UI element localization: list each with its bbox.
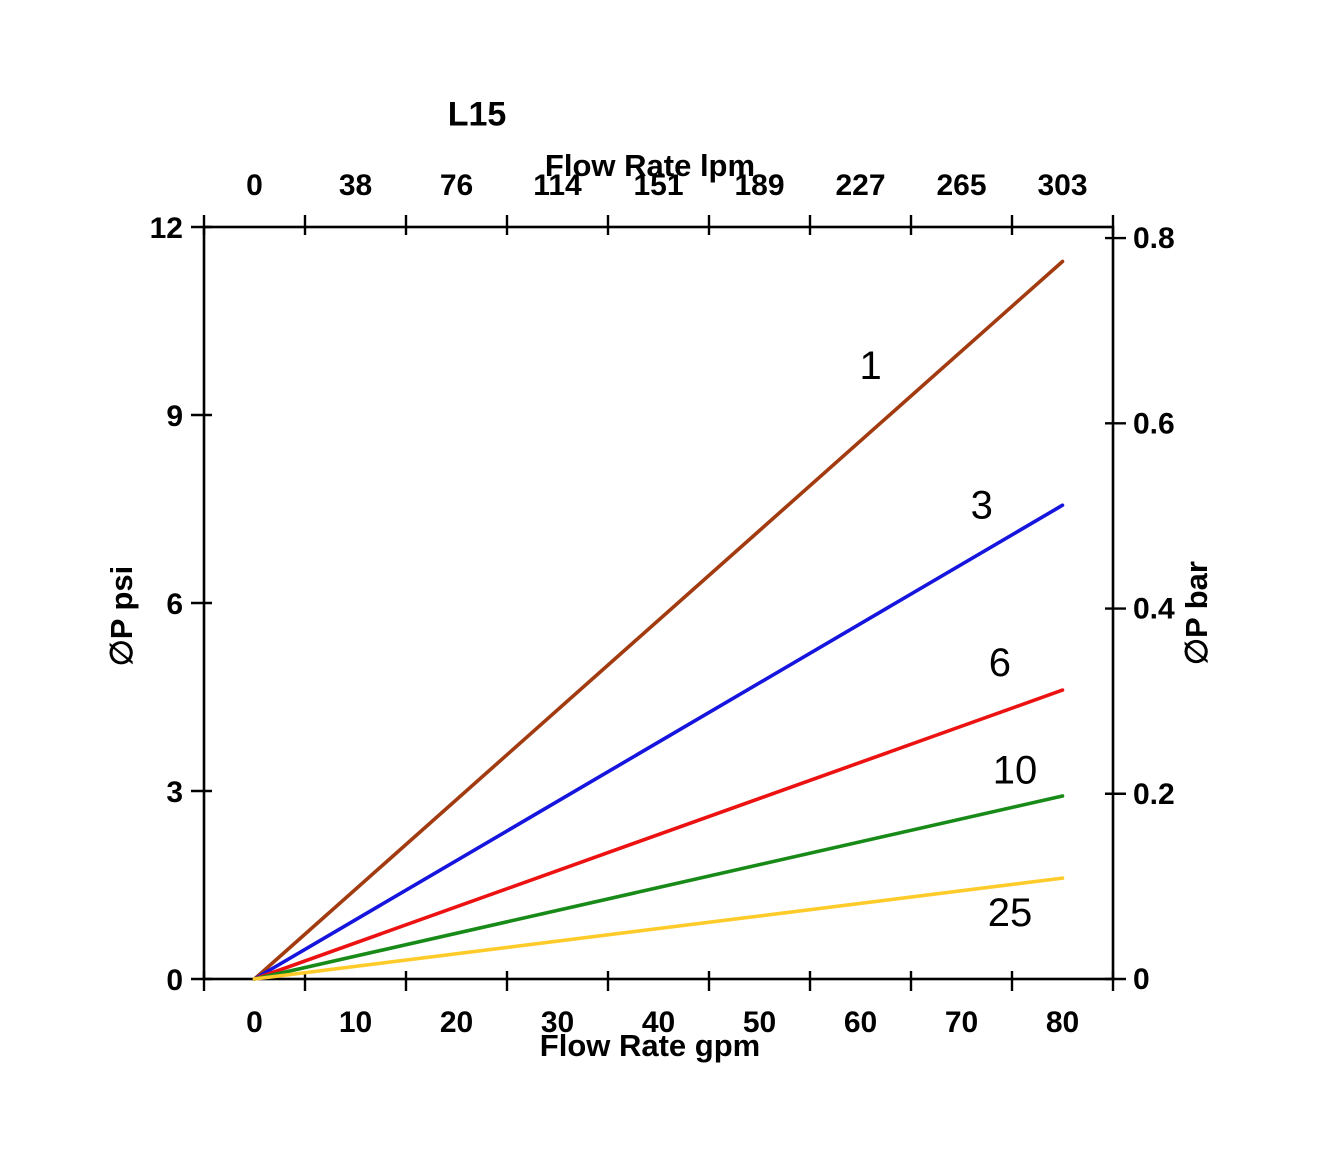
chart-title: L15 xyxy=(447,95,507,134)
series-label-1: 1 xyxy=(859,344,881,388)
bottom-axis-tick-label: 80 xyxy=(1046,1006,1079,1039)
left-axis-tick-label: 6 xyxy=(166,588,183,621)
bottom-axis-tick-label: 10 xyxy=(339,1006,372,1039)
right-axis-tick-label: 0.2 xyxy=(1133,778,1175,811)
series-label-3: 3 xyxy=(971,484,993,528)
bottom-axis-tick-label: 60 xyxy=(844,1006,877,1039)
left-axis-tick-label: 0 xyxy=(166,964,183,997)
right-axis-title: ∅P bar xyxy=(1179,561,1214,665)
series-label-6: 6 xyxy=(989,641,1011,685)
bottom-axis-tick-label: 30 xyxy=(541,1006,574,1039)
bottom-axis-tick-label: 50 xyxy=(743,1006,776,1039)
bottom-axis-tick-label: 20 xyxy=(440,1006,473,1039)
right-axis-tick-label: 0.4 xyxy=(1133,593,1175,626)
series-line-6 xyxy=(252,688,1065,981)
top-axis-tick-label: 76 xyxy=(440,169,473,202)
bottom-axis-tick-label: 70 xyxy=(945,1006,978,1039)
bottom-axis-title: Flow Rate gpm xyxy=(539,1028,761,1063)
left-axis-tick-label: 12 xyxy=(150,212,183,245)
left-axis-tick-label: 9 xyxy=(166,400,183,433)
series-label-10: 10 xyxy=(993,749,1038,793)
series-label-25: 25 xyxy=(988,891,1033,935)
top-axis-title: Flow Rate lpm xyxy=(544,148,756,183)
series-line-3 xyxy=(252,503,1065,981)
top-axis-tick-label: 227 xyxy=(835,169,885,202)
bottom-axis-tick-label: 40 xyxy=(642,1006,675,1039)
top-axis-tick-label: 189 xyxy=(734,169,784,202)
top-axis-tick-label: 265 xyxy=(936,169,986,202)
left-axis-tick-label: 3 xyxy=(166,776,183,809)
top-axis-tick-label: 38 xyxy=(339,169,372,202)
right-axis-tick-label: 0 xyxy=(1133,963,1150,996)
right-axis-tick-label: 0.8 xyxy=(1133,222,1175,255)
series-line-10 xyxy=(252,794,1065,981)
top-axis-tick-label: 151 xyxy=(633,169,683,202)
top-axis-tick-label: 303 xyxy=(1037,169,1087,202)
top-axis-tick-label: 114 xyxy=(533,169,582,202)
right-axis-tick-label: 0.6 xyxy=(1133,407,1175,440)
series-line-25 xyxy=(252,876,1065,981)
bottom-axis-tick-label: 0 xyxy=(246,1006,263,1039)
top-axis-tick-label: 0 xyxy=(246,169,263,202)
left-axis-title: ∅P psi xyxy=(104,565,139,667)
series-line-1 xyxy=(252,259,1065,981)
